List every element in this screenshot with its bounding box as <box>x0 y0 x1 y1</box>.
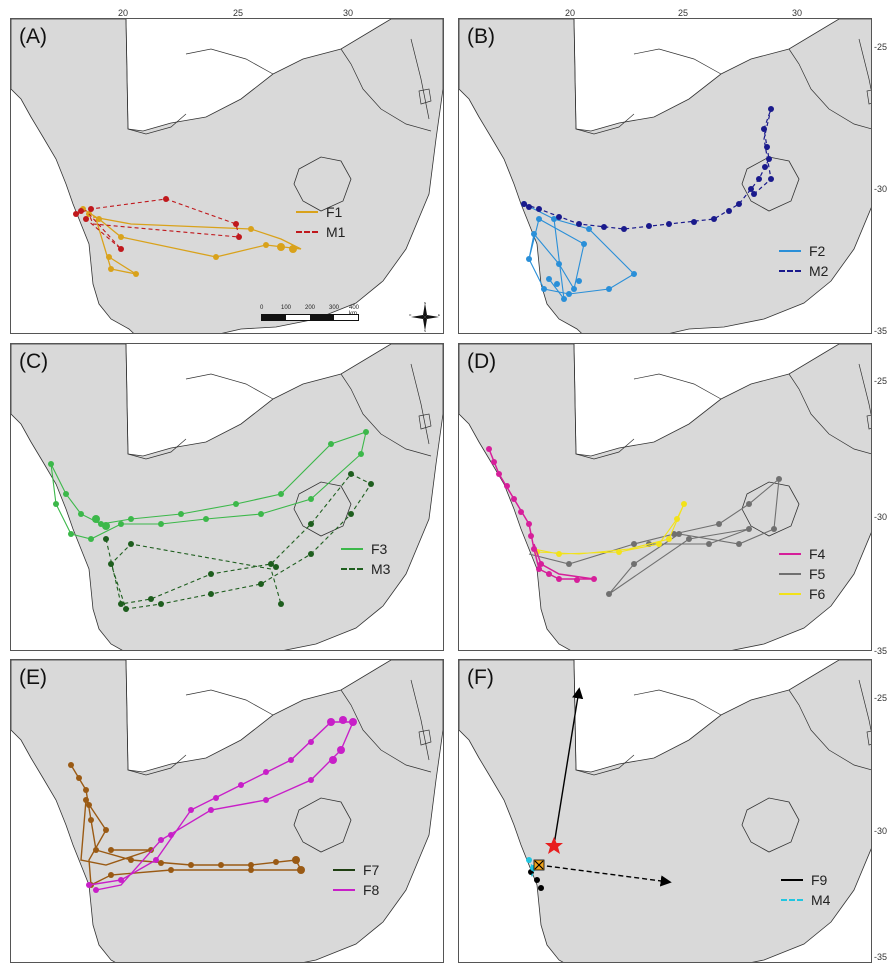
legend-label-f5: F5 <box>809 566 826 582</box>
legend-swatch-m2 <box>779 270 801 272</box>
scale-tick-300: 300 <box>329 305 340 311</box>
lon-tick-25-right: 25 <box>678 8 689 18</box>
lat-tick-25-row3: -25 <box>874 693 888 703</box>
legend-b: F2 M2 <box>779 241 828 281</box>
lat-tick-30-row1: -30 <box>874 184 888 194</box>
panel-d: (D) F4 F5 F6 <box>458 343 872 651</box>
lat-tick-35-row1: -35 <box>874 326 888 336</box>
panel-f-label: (F) <box>467 666 494 689</box>
legend-swatch-m4 <box>781 899 803 901</box>
panel-e-label: (E) <box>19 666 47 689</box>
compass-letter-e: E <box>438 313 440 317</box>
compass-letter-n: N <box>424 301 426 305</box>
legend-a: F1 M1 <box>296 202 345 242</box>
track-f6 <box>533 503 685 555</box>
panel-c-label: (C) <box>19 350 49 373</box>
legend-label-f3: F3 <box>371 541 388 557</box>
legend-label-m4: M4 <box>811 892 831 908</box>
legend-swatch-f5 <box>779 573 801 575</box>
legend-label-f7: F7 <box>363 862 380 878</box>
legend-d: F4 F5 F6 <box>779 544 825 604</box>
legend-label-f2: F2 <box>809 243 826 259</box>
legend-swatch-f8 <box>333 889 355 891</box>
legend-label-m2: M2 <box>809 263 829 279</box>
lon-tick-20-right: 20 <box>565 8 576 18</box>
track-m2 <box>523 108 772 230</box>
panel-f: (F) F9 M4 <box>458 659 872 963</box>
lon-tick-30-right: 30 <box>792 8 803 18</box>
legend-swatch-f6 <box>779 593 801 595</box>
legend-c: F3 M3 <box>341 539 390 579</box>
panel-e: (E) F7 F8 <box>10 659 444 963</box>
legend-label-m1: M1 <box>326 224 346 240</box>
lat-tick-35-row2: -35 <box>874 646 888 656</box>
compass-letter-o: O <box>409 313 412 317</box>
track-f5 <box>528 477 780 595</box>
legend-swatch-f1 <box>296 211 318 213</box>
legend-swatch-m3 <box>341 568 363 570</box>
panel-b-label: (B) <box>467 25 495 48</box>
lon-tick-20-left: 20 <box>118 8 129 18</box>
legend-swatch-f2 <box>779 250 801 252</box>
track-m3 <box>105 473 372 610</box>
map-e <box>11 660 443 962</box>
legend-swatch-m1 <box>296 231 318 233</box>
panel-c: (C) F3 M3 <box>10 343 444 651</box>
scale-tick-200: 200 <box>305 305 316 311</box>
panel-a: (A) F1 M1 0 100 200 300 400 km N E S O <box>10 18 444 334</box>
map-d <box>459 344 871 650</box>
track-f7 <box>70 764 303 887</box>
scale-bar: 0 100 200 300 400 km <box>260 305 361 323</box>
lat-tick-30-row2: -30 <box>874 512 888 522</box>
legend-label-m3: M3 <box>371 561 391 577</box>
lon-tick-30-left: 30 <box>343 8 354 18</box>
lon-tick-25-left: 25 <box>233 8 244 18</box>
north-arrow-icon: N E S O <box>409 301 440 333</box>
legend-label-f4: F4 <box>809 546 826 562</box>
map-a <box>11 19 443 333</box>
legend-label-f9: F9 <box>811 872 828 888</box>
scale-tick-0: 0 <box>260 305 264 311</box>
legend-label-f1: F1 <box>326 204 343 220</box>
legend-e: F7 F8 <box>333 860 379 900</box>
death-cross-icon <box>533 859 545 871</box>
track-f9 <box>528 687 672 891</box>
lat-tick-25-row1: -25 <box>874 42 888 52</box>
release-star-icon <box>545 837 563 854</box>
legend-swatch-f9 <box>781 879 803 881</box>
panel-b: (B) F2 M2 <box>458 18 872 334</box>
map-b <box>459 19 871 333</box>
lat-tick-30-row3: -30 <box>874 826 888 836</box>
lat-tick-35-row3: -35 <box>874 952 888 962</box>
legend-label-f8: F8 <box>363 882 380 898</box>
legend-swatch-f4 <box>779 553 801 555</box>
legend-f: F9 M4 <box>781 870 830 910</box>
panel-a-label: (A) <box>19 25 47 48</box>
legend-label-f6: F6 <box>809 586 826 602</box>
compass-letter-s: S <box>424 329 426 333</box>
map-c <box>11 344 443 650</box>
panel-d-label: (D) <box>467 350 497 373</box>
legend-swatch-f7 <box>333 869 355 871</box>
lat-tick-25-row2: -25 <box>874 376 888 386</box>
map-f <box>459 660 871 962</box>
legend-swatch-f3 <box>341 548 363 550</box>
scale-tick-100: 100 <box>281 305 292 311</box>
